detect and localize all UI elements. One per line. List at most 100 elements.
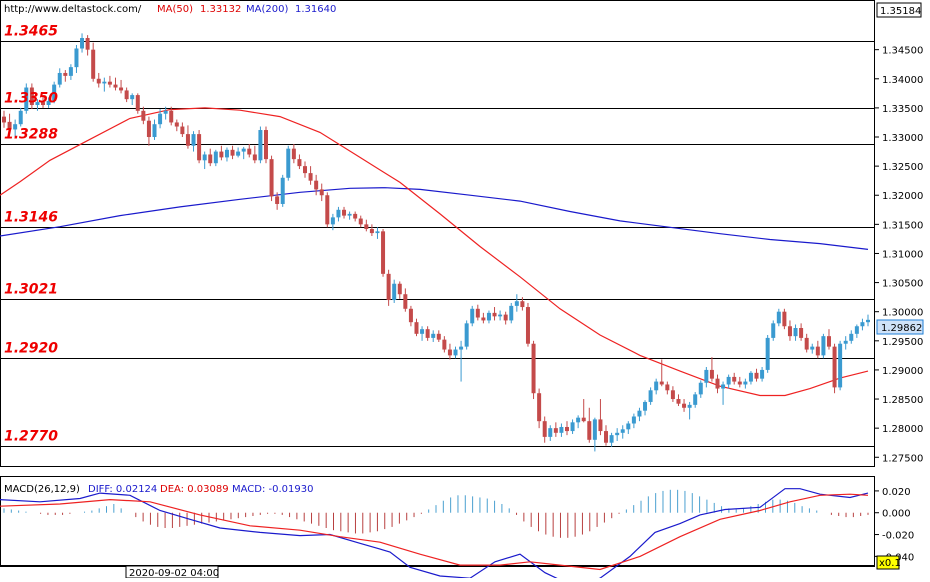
candle (754, 368, 759, 382)
ma50-line (0, 107, 869, 397)
candle (838, 340, 843, 391)
candle (620, 425, 625, 439)
level-labels: 1.3465 1.3350 1.3288 1.3146 1.3021 1.2920 1.27… (4, 24, 58, 445)
candle (353, 211, 358, 222)
price-tick-label: 1.29000 (882, 366, 923, 377)
candle-body (408, 308, 413, 323)
candle-body (542, 421, 547, 437)
candle (514, 294, 519, 312)
candle (52, 81, 57, 104)
candle (85, 35, 90, 56)
price-axis: 1.34500 1.34000 1.33500 1.33000 1.32500 1.320… (875, 46, 923, 464)
candle-body (57, 72, 62, 85)
candle-body (509, 305, 514, 321)
candle (682, 399, 687, 412)
candle (765, 334, 770, 373)
price-tick-label: 1.32500 (882, 162, 923, 173)
candles (2, 33, 870, 452)
candle (548, 425, 553, 441)
candle-body (520, 301, 525, 308)
ma50-curve (0, 107, 869, 397)
candle (308, 166, 313, 185)
candle-body (96, 78, 101, 84)
candle (191, 131, 196, 152)
candle (676, 394, 681, 407)
candle-body (442, 339, 447, 350)
candle (776, 308, 781, 327)
candle (854, 324, 859, 338)
candle-body (799, 328, 804, 338)
price-tick-label: 1.30500 (882, 279, 923, 290)
candle (119, 79, 124, 94)
level-label: 1.3288 (4, 127, 58, 143)
candle (152, 119, 157, 140)
candle-body (503, 314, 508, 321)
candle (648, 387, 653, 405)
candle (849, 330, 854, 344)
candle-body (63, 72, 68, 76)
candle-body (314, 180, 319, 190)
candle (520, 297, 525, 311)
candle-body (559, 426, 564, 433)
candle-body (771, 323, 776, 338)
candle (414, 318, 419, 337)
candle-body (592, 419, 597, 440)
price-tick-label: 1.34500 (882, 46, 923, 57)
candle-body (275, 196, 280, 204)
candle-body (654, 381, 659, 391)
candle-body (397, 283, 402, 295)
candle (570, 419, 575, 434)
candle (80, 33, 85, 53)
candle (2, 110, 6, 128)
candle-body (219, 151, 224, 158)
time-label: 2020-09-02 04:00 (129, 568, 219, 578)
candle-body (152, 124, 157, 138)
candle-body (141, 110, 146, 121)
macd-tick-label: 0.000 (882, 509, 911, 520)
price-tick-label: 1.33000 (882, 133, 923, 144)
candle (364, 219, 369, 232)
candle-body (403, 294, 408, 309)
candle-body (475, 308, 480, 318)
candle (158, 109, 163, 129)
candle (715, 374, 720, 394)
candle (224, 147, 229, 162)
candle-body (252, 154, 257, 161)
candle (124, 87, 129, 103)
candle-body (236, 151, 241, 156)
price-panel (0, 0, 875, 467)
candle-body (553, 428, 558, 433)
ma200-curve (0, 187, 869, 250)
candle (57, 68, 62, 88)
price-tick-label: 1.33500 (882, 104, 923, 115)
candle-body (604, 431, 609, 443)
candle-body (46, 100, 51, 105)
ma200-line (0, 187, 869, 250)
candle (726, 374, 731, 389)
candle-body (704, 369, 709, 383)
candle (347, 211, 352, 220)
candle-body (191, 134, 196, 146)
candle (793, 324, 798, 341)
candle-body (793, 328, 798, 337)
candle (275, 192, 280, 210)
candle-body (224, 149, 229, 158)
candle (821, 333, 826, 359)
candle-body (364, 224, 369, 230)
candle (29, 83, 34, 110)
candle-body (715, 378, 720, 389)
candle-body (810, 346, 815, 350)
candle (748, 371, 753, 385)
candle (459, 340, 464, 382)
candle-body (698, 382, 703, 395)
candle (208, 148, 213, 167)
candle (481, 312, 486, 324)
candle-body (163, 110, 168, 114)
macd-diff-line (0, 488, 869, 582)
candle-body (102, 81, 107, 84)
candle-body (174, 122, 179, 127)
candle (587, 407, 592, 443)
macd-diff-value: DIFF: 0.02124 (88, 484, 157, 495)
